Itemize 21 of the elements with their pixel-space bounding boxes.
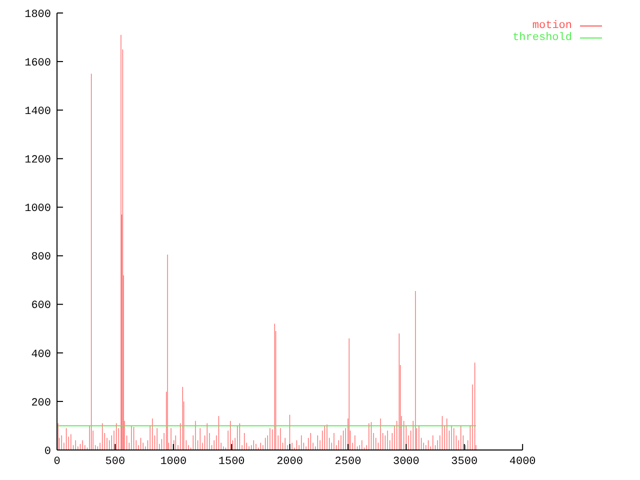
y-tick-label: 1200: [24, 154, 51, 167]
legend-label: threshold: [512, 32, 572, 44]
y-tick-label: 1000: [24, 203, 51, 216]
x-tick-label: 3500: [451, 456, 478, 468]
x-tick-label: 2500: [334, 456, 362, 468]
x-tick-label: 1000: [160, 456, 187, 468]
y-tick-label: 200: [31, 397, 51, 410]
x-tick-label: 500: [105, 456, 126, 468]
legend-label: motion: [532, 20, 572, 32]
y-tick-label: 1800: [24, 8, 51, 21]
x-tick-label: 0: [54, 456, 60, 468]
y-tick-label: 0: [44, 446, 51, 458]
x-tick-label: 2000: [276, 456, 303, 468]
x-tick-label: 4000: [509, 456, 536, 468]
y-tick-label: 1600: [24, 57, 51, 70]
y-tick-label: 1400: [24, 106, 51, 118]
y-tick-label: 400: [31, 348, 51, 361]
x-tick-label: 3000: [392, 456, 420, 468]
x-tick-label: 1500: [218, 456, 245, 468]
y-tick-label: 600: [31, 300, 51, 312]
y-tick-label: 800: [31, 252, 51, 264]
